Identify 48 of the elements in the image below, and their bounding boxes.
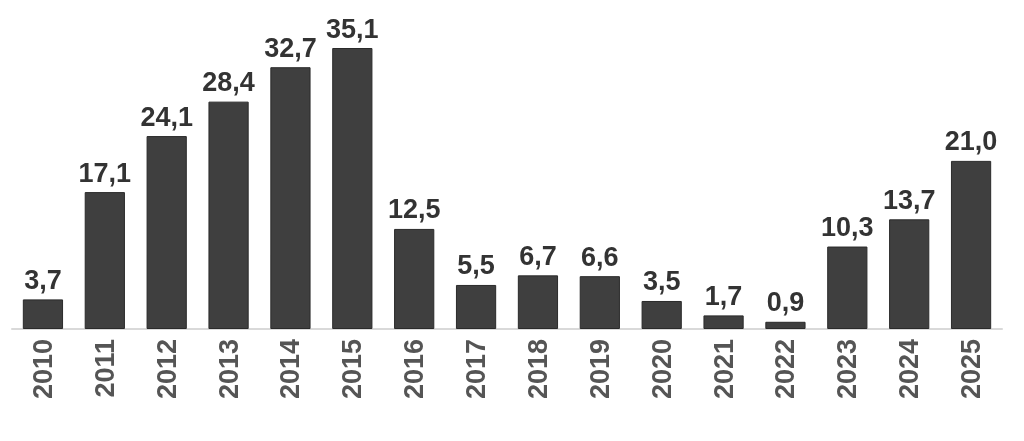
bar — [827, 246, 868, 329]
data-label: 13,7 — [882, 184, 936, 215]
x-tick-label: 2016 — [399, 339, 430, 400]
x-tick-label: 2025 — [956, 339, 987, 400]
data-label: 5,5 — [457, 250, 495, 281]
bar — [765, 321, 806, 329]
x-tick-label: 2011 — [89, 339, 120, 398]
bar — [517, 275, 559, 329]
data-label: 24,1 — [140, 101, 193, 132]
data-label: 12,5 — [387, 194, 441, 225]
data-label: 21,0 — [944, 126, 998, 157]
x-tick-label: 2023 — [832, 339, 863, 400]
data-label: 35,1 — [326, 13, 379, 44]
data-label: 0,9 — [766, 287, 805, 318]
x-tick-label: 2017 — [461, 339, 492, 400]
x-tick-label: 2014 — [275, 339, 306, 400]
data-label: 17,1 — [78, 157, 132, 188]
bar — [22, 299, 64, 329]
data-label: 28,4 — [202, 67, 255, 98]
bar — [579, 276, 620, 329]
bar — [332, 48, 373, 329]
x-tick-label: 2019 — [584, 339, 615, 400]
data-label: 1,7 — [704, 280, 743, 311]
x-tick-label: 2018 — [522, 339, 553, 400]
bar — [455, 284, 497, 329]
bar — [950, 160, 992, 329]
x-tick-label: 2021 — [708, 339, 739, 400]
data-label: 3,5 — [642, 266, 681, 297]
bar — [208, 101, 249, 329]
x-tick-label: 2012 — [151, 339, 182, 400]
data-label: 32,7 — [264, 32, 317, 63]
bar — [84, 192, 125, 329]
bar — [889, 219, 930, 329]
x-tick-label: 2020 — [646, 339, 677, 400]
x-tick-label: 2013 — [213, 339, 244, 400]
bar — [270, 67, 311, 329]
bar — [394, 228, 435, 329]
x-tick-label: 2010 — [27, 339, 58, 400]
data-label: 10,3 — [821, 212, 874, 243]
x-tick-label: 2015 — [337, 339, 368, 400]
data-label: 6,7 — [519, 240, 557, 271]
x-tick-label: 2024 — [894, 339, 925, 400]
data-label: 6,6 — [581, 241, 619, 272]
data-label: 3,7 — [24, 264, 62, 295]
bar — [641, 300, 682, 329]
bar — [146, 136, 187, 329]
bar — [703, 315, 744, 329]
x-tick-label: 2022 — [770, 339, 801, 400]
